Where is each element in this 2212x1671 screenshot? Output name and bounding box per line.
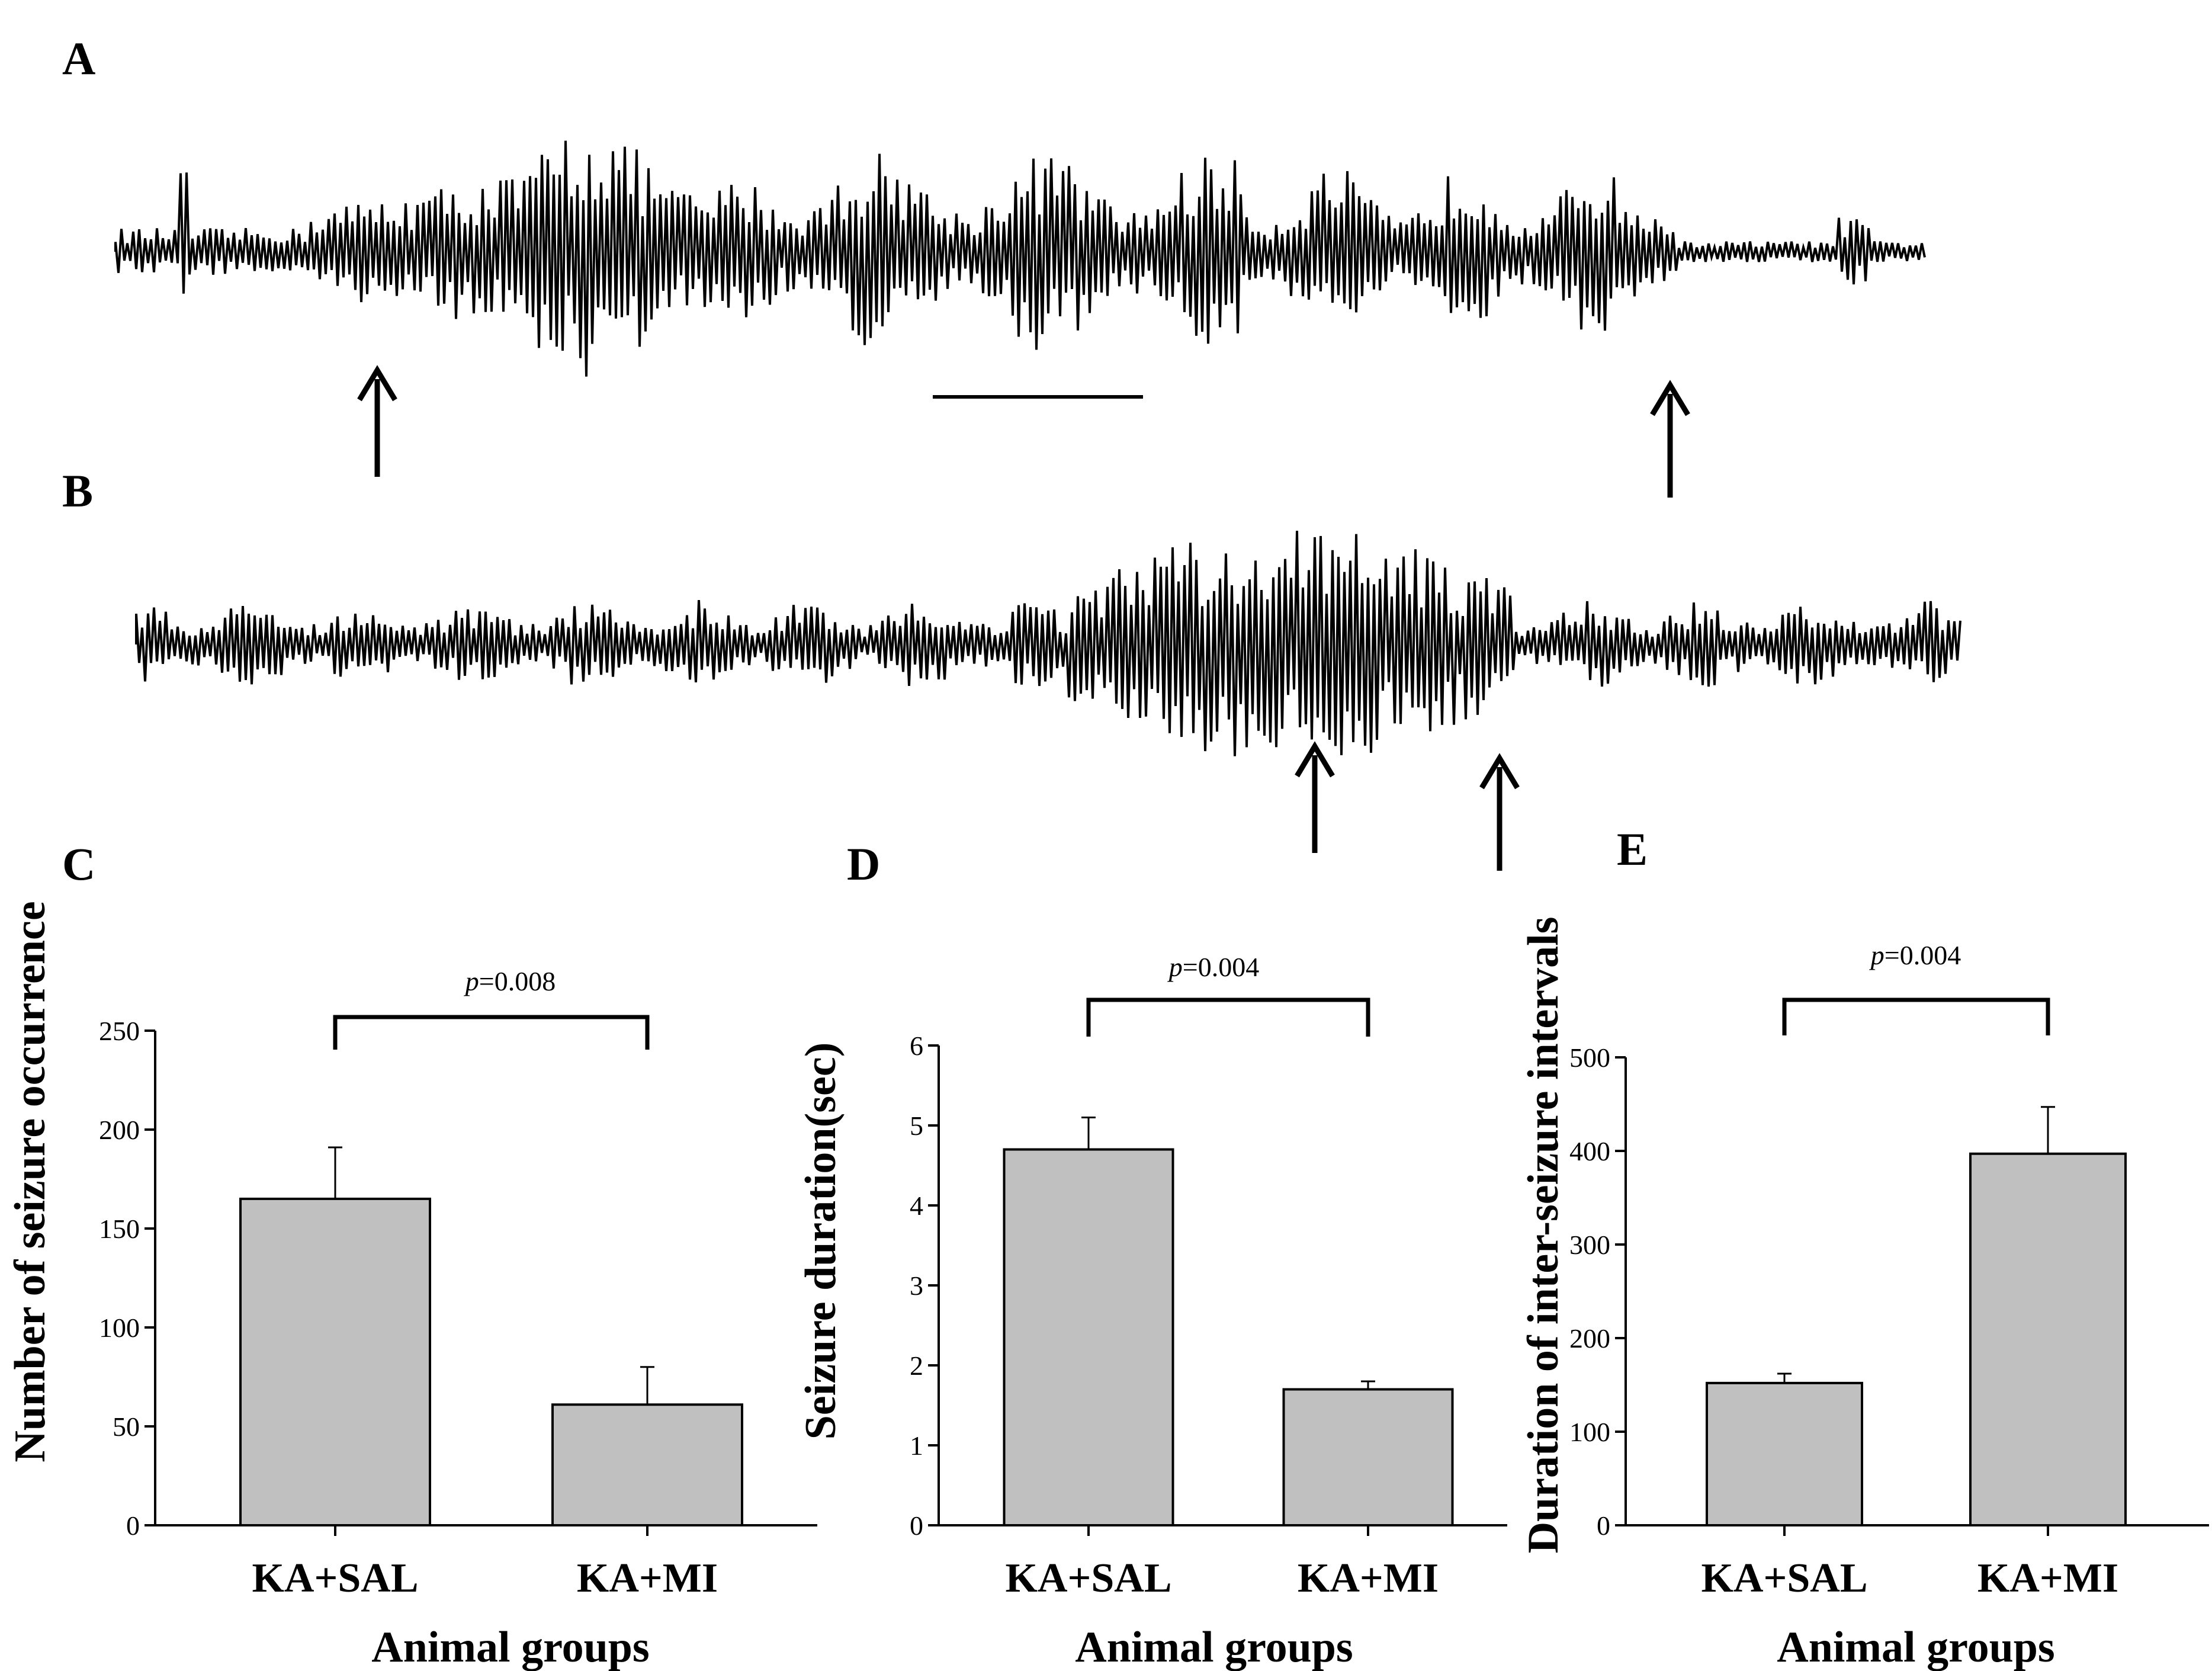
bar-chart-c: 0 50 100 150 200 250 KA+SAL KA+MI [99, 1015, 817, 1601]
panel-d-chart: D 0 1 2 3 4 5 6 KA+SAL KA+MI Seizure duration(se… [797, 838, 1507, 1671]
x-tick-label: KA+MI [577, 1555, 718, 1601]
eeg-trace-b [135, 530, 1961, 756]
y-tick-label: 50 [113, 1412, 140, 1442]
panel-d-letter: D [847, 838, 880, 890]
x-tick-label: KA+SAL [252, 1555, 418, 1601]
panel-e-chart: E 0 100 200 300 400 500 KA+SAL KA+MI Duration o… [1519, 823, 2209, 1671]
bar [1706, 1381, 1863, 1527]
x-tick-label: KA+MI [1977, 1555, 2118, 1601]
y-tick-label: 200 [1569, 1323, 1610, 1354]
x-tick-label: KA+SAL [1005, 1555, 1171, 1601]
y-axis-title-c: Number of seizure occurrence [6, 901, 54, 1462]
y-tick-label: 6 [910, 1031, 923, 1061]
bar [1969, 1152, 2127, 1526]
y-tick-label: 1 [910, 1431, 923, 1461]
bar [239, 1197, 431, 1526]
y-tick-label: 500 [1569, 1043, 1610, 1073]
y-axis-title-d: Seizure duration(sec) [797, 1043, 845, 1440]
p-value-e: p=0.004 [1869, 940, 1961, 970]
panel-c-letter: C [62, 838, 95, 890]
y-tick-label: 5 [910, 1111, 923, 1141]
significance-bracket [333, 1015, 650, 1050]
y-tick-label: 100 [99, 1313, 140, 1343]
panel-c-chart: C 0 50 100 150 200 250 KA+SAL KA+MI Number of s… [6, 838, 817, 1671]
y-tick-label: 0 [910, 1510, 923, 1541]
x-tick-label: KA+MI [1298, 1555, 1439, 1601]
y-tick-label: 2 [910, 1351, 923, 1381]
y-tick-label: 250 [99, 1016, 140, 1046]
panel-a-letter: A [62, 33, 95, 84]
significance-bracket [1086, 998, 1370, 1037]
p-value-d: p=0.004 [1167, 952, 1259, 982]
y-tick-label: 300 [1569, 1230, 1610, 1260]
seizure-onset-arrow [357, 365, 397, 477]
bar-chart-e: 0 100 200 300 400 500 KA+SAL KA+MI [1569, 998, 2209, 1601]
y-tick-label: 100 [1569, 1417, 1610, 1447]
bar [1003, 1148, 1174, 1526]
bar-chart-d: 0 1 2 3 4 5 6 KA+SAL KA+MI [910, 998, 1507, 1601]
y-tick-label: 200 [99, 1115, 140, 1145]
panel-b-letter: B [62, 465, 93, 517]
y-tick-label: 0 [1597, 1510, 1610, 1541]
bar [1282, 1388, 1454, 1526]
bar [551, 1403, 743, 1527]
y-axis-title-e: Duration of inter-seizure intervals [1519, 917, 1568, 1554]
x-tick-label: KA+SAL [1701, 1555, 1867, 1601]
y-tick-label: 150 [99, 1214, 140, 1244]
x-axis-title-e: Animal groups [1777, 1623, 2054, 1671]
y-tick-label: 0 [126, 1510, 140, 1541]
y-tick-label: 4 [910, 1191, 923, 1221]
y-tick-label: 400 [1569, 1136, 1610, 1166]
seizure-end-arrow [1650, 380, 1690, 498]
seizure-end-arrow-b [1479, 753, 1520, 871]
y-tick-label: 3 [910, 1271, 923, 1301]
x-axis-title-d: Animal groups [1075, 1623, 1353, 1671]
significance-bracket [1782, 998, 2050, 1035]
panel-e-letter: E [1617, 823, 1648, 875]
p-value-c: p=0.008 [464, 966, 556, 996]
seizure-onset-arrow-b [1295, 741, 1335, 853]
x-axis-title-c: Animal groups [371, 1623, 649, 1671]
eeg-trace-a [114, 140, 1926, 377]
